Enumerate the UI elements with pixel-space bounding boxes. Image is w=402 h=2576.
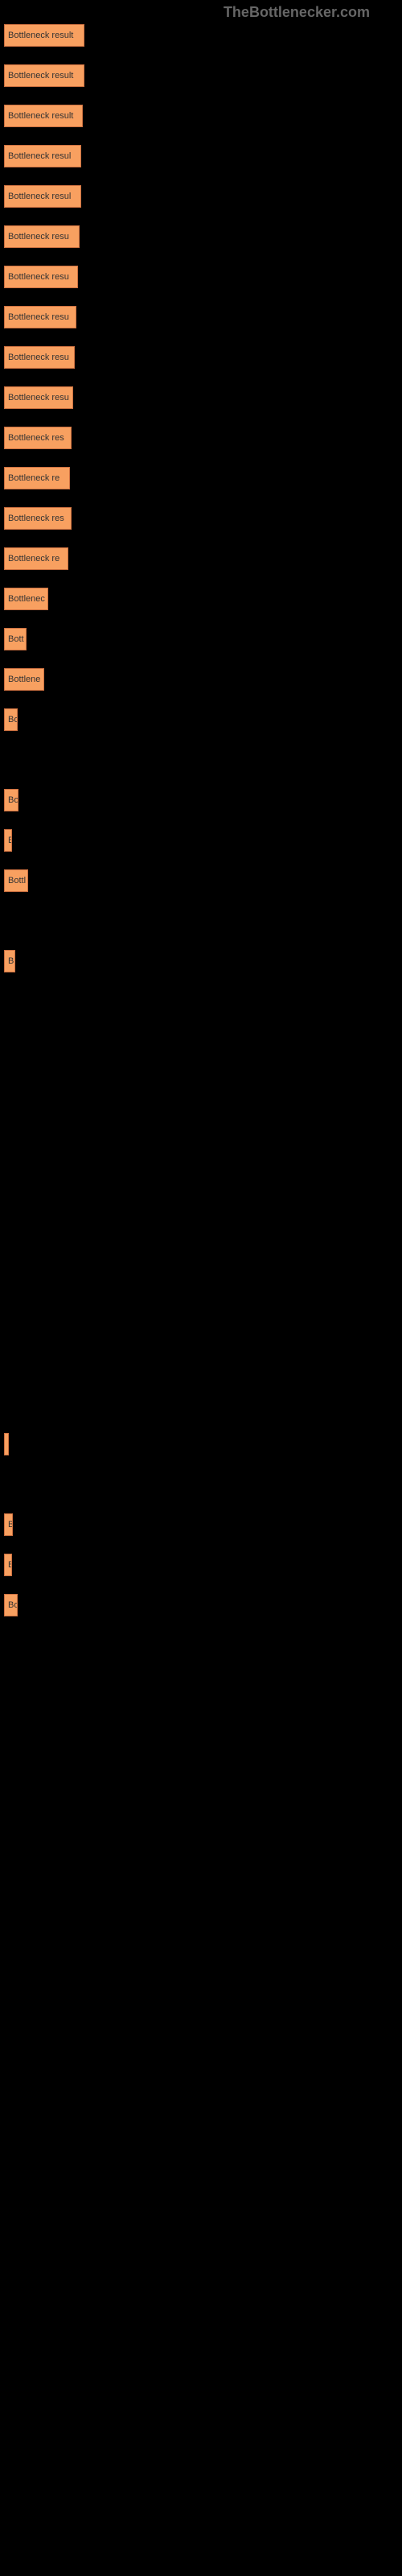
bar-row: Bottleneck resu xyxy=(4,386,402,409)
chart-bar: Bo xyxy=(4,1594,18,1616)
bar-row: Bottleneck resul xyxy=(4,145,402,167)
chart-bar: Bottleneck re xyxy=(4,467,70,489)
bar-row xyxy=(4,910,402,932)
bar-row: Bottleneck re xyxy=(4,547,402,570)
chart-bar: Bottleneck res xyxy=(4,507,72,530)
chart-bar: Bottleneck result xyxy=(4,105,83,127)
chart-bar: Bottleneck resul xyxy=(4,145,81,167)
chart-bar: Bottleneck resu xyxy=(4,306,76,328)
bar-row xyxy=(4,1232,402,1254)
chart-bar: B xyxy=(4,950,15,972)
bar-row: Bo xyxy=(4,789,402,811)
bar-row xyxy=(4,1151,402,1174)
chart-bar: Bottleneck resu xyxy=(4,386,73,409)
bar-row: Bottleneck resu xyxy=(4,346,402,369)
bar-row: Bo xyxy=(4,708,402,731)
chart-bar: Bottleneck resu xyxy=(4,346,75,369)
chart-bar: Bottleneck resu xyxy=(4,225,80,248)
bar-row: Bottleneck res xyxy=(4,507,402,530)
bar-row: B xyxy=(4,1554,402,1576)
chart-bar: B xyxy=(4,829,12,852)
bar-row: Bottl xyxy=(4,869,402,892)
bar-row xyxy=(4,1352,402,1375)
chart-bar: Bottleneck resul xyxy=(4,185,81,208)
bar-row: B xyxy=(4,1513,402,1536)
chart-bar: B xyxy=(4,1513,13,1536)
bar-row xyxy=(4,1473,402,1496)
bar-row: Bott xyxy=(4,628,402,650)
chart-bar: Bottleneck resu xyxy=(4,266,78,288)
bar-row xyxy=(4,1111,402,1133)
bar-row: Bottlenec xyxy=(4,588,402,610)
bar-row: Bottleneck result xyxy=(4,24,402,47)
bar-row: Bottlene xyxy=(4,668,402,691)
chart-bar xyxy=(4,1433,9,1455)
bar-row xyxy=(4,749,402,771)
chart-bar: Bottleneck result xyxy=(4,64,84,87)
chart-bar: Bottleneck re xyxy=(4,547,68,570)
chart-container: Bottleneck result Bottleneck result Bottle… xyxy=(0,0,402,1616)
bar-row: Bottleneck resu xyxy=(4,266,402,288)
chart-bar: B xyxy=(4,1554,12,1576)
bar-row xyxy=(4,1030,402,1053)
bar-row: Bottleneck resu xyxy=(4,306,402,328)
chart-bar: Bottleneck result xyxy=(4,24,84,47)
bar-row xyxy=(4,1191,402,1214)
bar-row: Bottleneck resul xyxy=(4,185,402,208)
bar-row: Bottleneck res xyxy=(4,427,402,449)
bar-row: Bo xyxy=(4,1594,402,1616)
bar-row xyxy=(4,1272,402,1294)
chart-bar: Bo xyxy=(4,708,18,731)
bar-row xyxy=(4,1312,402,1335)
bar-row xyxy=(4,1393,402,1415)
bar-row: Bottleneck resu xyxy=(4,225,402,248)
bar-row: Bottleneck result xyxy=(4,64,402,87)
watermark-text: TheBottlenecker.com xyxy=(224,4,370,21)
bar-row xyxy=(4,990,402,1013)
bar-row: Bottleneck result xyxy=(4,105,402,127)
bar-row: B xyxy=(4,829,402,852)
chart-bar: Bottlenec xyxy=(4,588,48,610)
chart-bar: Bottleneck res xyxy=(4,427,72,449)
bar-row: B xyxy=(4,950,402,972)
chart-bar: Bott xyxy=(4,628,27,650)
chart-bar: Bo xyxy=(4,789,18,811)
bar-row xyxy=(4,1071,402,1093)
chart-bar: Bottl xyxy=(4,869,28,892)
bar-row: Bottleneck re xyxy=(4,467,402,489)
chart-bar: Bottlene xyxy=(4,668,44,691)
bar-row xyxy=(4,1433,402,1455)
